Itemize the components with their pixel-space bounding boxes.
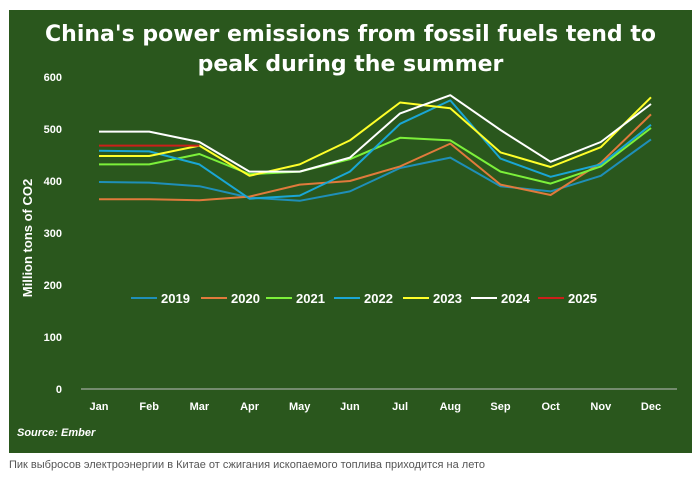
legend-label: 2019 xyxy=(161,291,190,306)
legend-label: 2023 xyxy=(433,291,462,306)
y-tick-label: 600 xyxy=(44,72,62,84)
y-tick-label: 0 xyxy=(56,384,62,396)
y-tick-label: 100 xyxy=(44,332,62,344)
x-tick-label: Jul xyxy=(392,401,408,413)
series-line-2024 xyxy=(99,94,652,173)
legend-label: 2025 xyxy=(568,291,597,306)
y-tick-label: 500 xyxy=(44,124,62,136)
legend-label: 2024 xyxy=(501,291,531,306)
legend-item-2020: 2020 xyxy=(201,291,260,306)
chart-title-line-2: peak during the summer xyxy=(197,52,504,77)
legend-item-2023: 2023 xyxy=(403,291,462,306)
chart-title-line-1: China's power emissions from fossil fuel… xyxy=(45,22,656,47)
y-tick-label: 400 xyxy=(44,176,62,188)
line-chart: Million tons of CO2 0 100 200 300 400 500 600 J… xyxy=(20,72,677,413)
x-tick-label: Feb xyxy=(139,401,159,413)
chart-title: China's power emissions from fossil fuel… xyxy=(9,20,692,80)
legend-item-2021: 2021 xyxy=(266,291,325,306)
x-tick-label: Mar xyxy=(190,401,210,413)
series-line-2022 xyxy=(98,99,652,200)
x-tick-label: Nov xyxy=(590,401,612,413)
y-tick-label: 200 xyxy=(44,280,62,292)
y-axis-label: Million tons of CO2 xyxy=(20,179,35,297)
legend-label: 2020 xyxy=(231,291,260,306)
legend-label: 2022 xyxy=(364,291,393,306)
legend-item-2025: 2025 xyxy=(538,291,597,306)
legend-item-2019: 2019 xyxy=(131,291,190,306)
x-tick-label: Dec xyxy=(641,401,661,413)
x-tick-label: Jan xyxy=(90,401,109,413)
source-note: Source: Ember xyxy=(17,427,96,439)
chart-card: China's power emissions from fossil fuel… xyxy=(9,10,692,453)
x-tick-label: May xyxy=(289,401,311,413)
image-caption: Пик выбросов электроэнергии в Китае от с… xyxy=(9,459,485,471)
x-tick-label: Jun xyxy=(340,401,360,413)
legend-item-2024: 2024 xyxy=(471,291,531,306)
x-tick-label: Apr xyxy=(240,401,260,413)
legend-label: 2021 xyxy=(296,291,325,306)
series-line-2023 xyxy=(99,96,652,177)
x-tick-label: Aug xyxy=(440,401,461,413)
series-line-2020 xyxy=(99,113,652,202)
x-tick-label: Oct xyxy=(541,401,560,413)
legend-item-2022: 2022 xyxy=(334,291,393,306)
y-tick-label: 300 xyxy=(44,228,62,240)
x-tick-label: Sep xyxy=(490,401,510,413)
